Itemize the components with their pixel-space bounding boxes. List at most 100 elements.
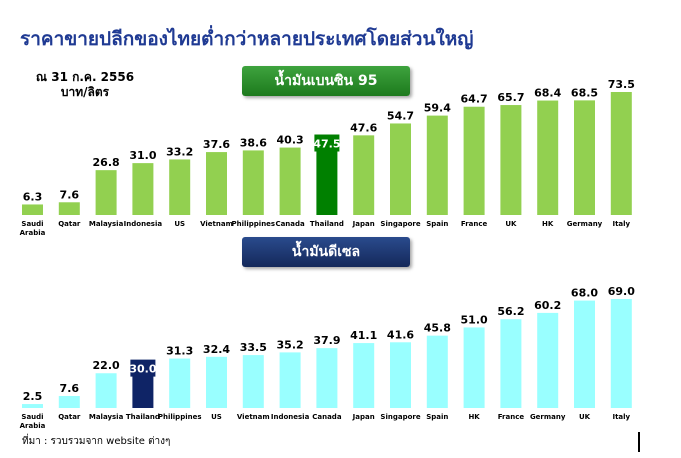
diesel-category-label: Italy [612,413,630,421]
benzine-category-label: Thailand [310,220,344,228]
diesel-category-label: US [211,413,222,421]
diesel-bar [316,348,338,408]
benzine-bar [22,204,43,215]
benzine-value-label: 47.5 [313,138,340,151]
benzine-category-label: Japan [352,220,375,228]
diesel-category-label: Malaysia [89,413,124,421]
diesel-chart-title: น้ำมันดีเซล [242,237,410,267]
benzine-category-label: France [461,220,488,228]
diesel-value-label: 37.9 [313,334,340,347]
diesel-value-label: 31.3 [166,345,193,358]
diesel-bar [206,356,227,408]
diesel-value-label: 51.0 [461,313,488,326]
diesel-bar [95,373,117,408]
benzine-bar [463,106,485,215]
benzine-category-label: US [174,220,185,228]
diesel-bar [463,327,485,408]
diesel-bar [169,358,191,408]
benzine-bar [279,147,301,215]
diesel-category-label: Spain [426,413,448,421]
benzine-bar [610,92,632,215]
benzine-chart-title: น้ำมันเบนซิน 95 [242,66,410,96]
diesel-value-label: 41.1 [350,329,377,342]
diesel-value-label: 33.5 [240,341,267,354]
diesel-category-label: France [498,413,525,421]
benzine-value-label: 68.5 [571,86,598,99]
source-note: ที่มา : รวบรวมจาก website ต่างๆ [22,436,171,447]
benzine-value-label: 40.3 [277,134,304,147]
benzine-bar [500,105,522,215]
diesel-bar [353,343,375,408]
diesel-bar [500,319,522,408]
benzine-category-label: Qatar [58,220,81,228]
diesel-category-label: Vietnam [237,413,270,421]
benzine-value-label: 37.6 [203,138,230,151]
benzine-value-label: 54.7 [387,109,414,122]
benzine-bar [169,159,191,215]
diesel-bar [58,395,80,408]
benzine-value-label: 73.5 [608,78,635,91]
benzine-category-label: Spain [426,220,448,228]
benzine-bar [353,135,375,215]
benzine-value-label: 64.7 [461,93,488,106]
unit-line: บาท/ลิตร [60,85,110,99]
benzine-value-label: 26.8 [93,156,120,169]
benzine-value-label: 6.3 [23,190,43,203]
diesel-bar [242,355,264,408]
diesel-category-label: Canada [312,413,342,421]
date-label: ณ 31 ก.ค. 2556 บาท/ลิตร [30,70,140,100]
page-title: ราคาขายปลีกของไทยต่ำกว่าหลายประเทศโดยส่ว… [20,28,474,50]
diesel-value-label: 56.2 [497,305,524,318]
diesel-value-label: 60.2 [534,299,561,312]
diesel-value-label: 7.6 [60,382,80,395]
diesel-category-label: Japan [352,413,375,421]
benzine-category-label: Saudi Arabia [20,220,46,237]
benzine-bar [206,152,227,215]
diesel-category-label: Qatar [58,413,81,421]
benzine-category-label: Indonesia [124,220,163,228]
diesel-category-label: UK [579,413,591,421]
benzine-bar [426,115,448,215]
benzine-category-label: Philippines [231,220,275,228]
benzine-value-label: 7.6 [60,188,80,201]
benzine-bar [242,150,264,215]
benzine-value-label: 31.0 [129,149,156,162]
diesel-value-label: 69.0 [608,285,635,298]
benzine-bar [316,135,338,215]
benzine-category-label: Malaysia [89,220,124,228]
benzine-bar [537,100,559,215]
diesel-bar [390,342,411,408]
benzine-value-label: 68.4 [534,87,561,100]
benzine-bar [390,123,411,215]
diesel-value-label: 45.8 [424,322,451,335]
diesel-value-label: 68.0 [571,287,598,300]
diesel-category-label: Germany [530,413,566,421]
diesel-bar [22,404,43,408]
benzine-category-label: Italy [612,220,630,228]
benzine-value-label: 65.7 [497,91,524,104]
benzine-category-label: UK [505,220,517,228]
diesel-value-label: 30.0 [129,363,156,376]
corner-mark [638,432,640,452]
diesel-bar [574,300,595,408]
benzine-category-label: Canada [275,220,305,228]
diesel-value-label: 41.6 [387,328,414,341]
benzine-value-label: 33.2 [166,145,193,158]
benzine-value-label: 47.6 [350,121,377,134]
benzine-category-label: HK [542,220,554,228]
diesel-category-label: HK [468,413,480,421]
benzine-bar [574,100,595,215]
benzine-bar [95,170,117,215]
diesel-bar [426,335,448,408]
diesel-category-label: Saudi Arabia [20,413,46,430]
benzine-category-label: Germany [567,220,603,228]
diesel-category-label: Singapore [380,413,420,421]
benzine-category-label: Singapore [380,220,420,228]
benzine-category-label: Vietnam [200,220,233,228]
diesel-value-label: 32.4 [203,343,230,356]
benzine-value-label: 59.4 [424,102,451,115]
benzine-value-label: 38.6 [240,136,267,149]
benzine-bar [58,202,80,215]
benzine-bar [132,163,154,215]
